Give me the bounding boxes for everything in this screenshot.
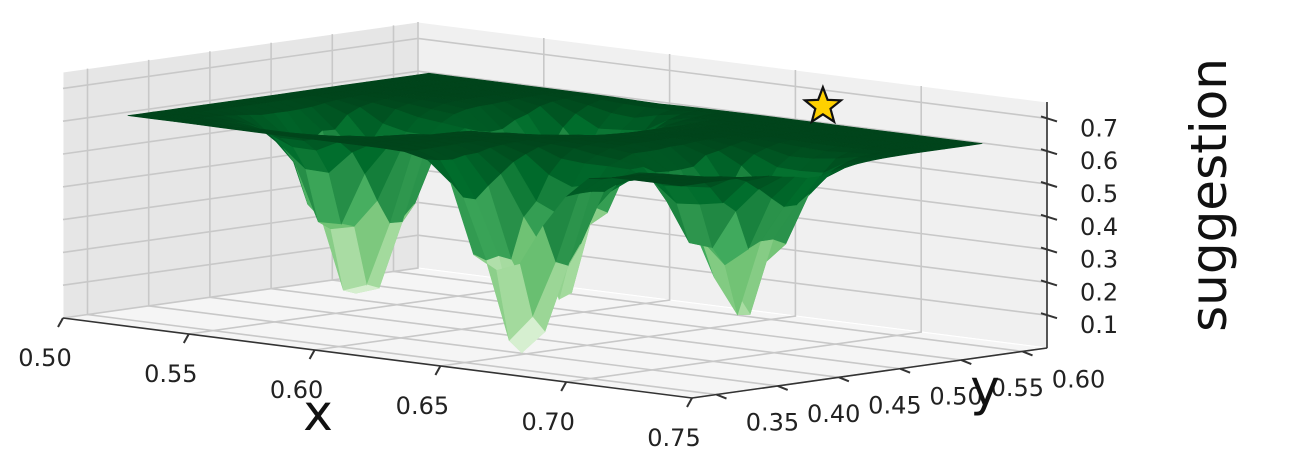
x-tick-label: 0.60 [270,376,323,404]
x-tick [686,397,693,408]
x-tick-label: 0.70 [521,408,574,436]
z-tick [1040,246,1058,254]
x-tick-label: 0.50 [18,344,71,372]
y-tick [1022,350,1033,357]
y-axis-line [691,347,1048,399]
axis-lines [57,102,1058,408]
y-tick-label: 0.55 [991,374,1044,402]
star-marker [801,84,844,125]
z-axis-title: suggestion [1180,58,1238,332]
x-tick [182,333,190,344]
surface-facet [496,263,533,342]
z-tick-label: 0.5 [1080,180,1118,208]
z-tick-label: 0.2 [1080,278,1118,306]
y-tick-label: 0.40 [807,400,860,428]
y-tick [777,385,789,391]
surface-mesh [127,72,983,354]
x-tick [560,381,568,392]
z-grid-line [62,201,1048,284]
y-axis-title: y [970,359,1000,417]
x-axis-title: x [303,384,333,442]
z-tick [1040,115,1058,123]
y-tick-label: 0.50 [929,383,982,411]
optimum-marker [801,84,844,125]
z-tick-label: 0.7 [1080,114,1118,142]
z-grid-line [62,234,1048,316]
z-grid-line [62,70,1048,152]
x-tick [308,349,316,360]
x-tick [434,365,442,376]
y-tick-label: 0.45 [868,391,921,419]
y-tick [716,393,727,400]
x-tick-label: 0.55 [144,360,197,388]
y-tick-label: 0.35 [746,409,799,437]
z-tick [1040,181,1058,188]
z-tick [1040,279,1058,287]
tick-labels: 0.500.550.600.650.700.750.35 0.40 0.45 0.50… [18,114,1118,452]
x-tick [57,317,64,328]
x-tick-label: 0.75 [647,424,700,452]
z-tick-label: 0.1 [1080,311,1118,339]
z-tick-label: 0.3 [1080,246,1118,274]
z-tick [1040,213,1058,221]
z-tick [1040,148,1058,156]
z-tick [1040,312,1058,320]
surface-facet [658,181,694,187]
x-tick-label: 0.65 [396,392,449,420]
x-axis-line [62,317,693,399]
z-tick-label: 0.6 [1080,147,1118,175]
y-tick [838,376,850,383]
y-tick [960,359,972,365]
z-tick-label: 0.4 [1080,213,1118,241]
y-tick-label: 0.60 [1052,365,1105,393]
y-tick [899,367,911,374]
z-grid-line [62,37,1048,120]
